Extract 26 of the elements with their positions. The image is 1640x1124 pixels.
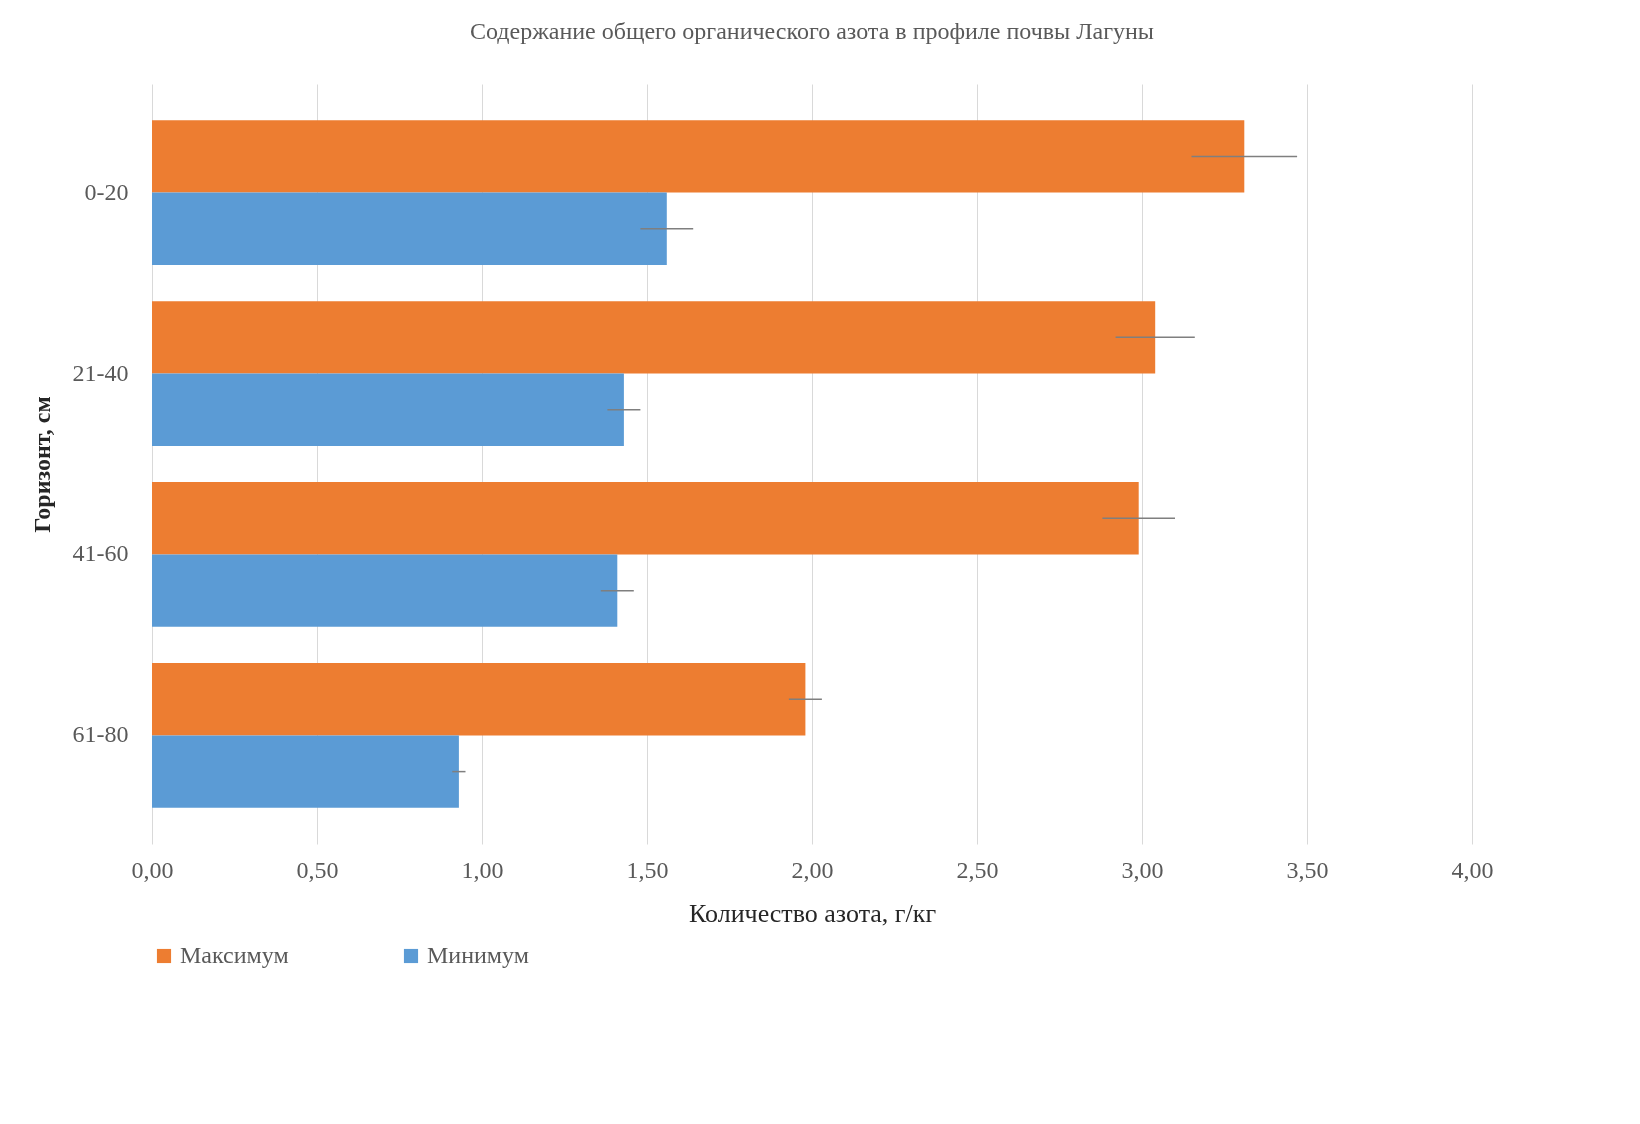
y-tick-label: 61-80 (72, 721, 129, 748)
bar (152, 120, 1245, 193)
bar (152, 735, 459, 808)
x-tick-label: 0,00 (131, 856, 174, 883)
y-tick-label: 0-20 (84, 178, 129, 205)
x-tick-label: 2,00 (791, 856, 834, 883)
x-tick-label: 0,50 (296, 856, 339, 883)
y-tick-label: 21-40 (72, 359, 129, 386)
legend-label: Минимум (427, 942, 529, 968)
x-tick-label: 1,50 (626, 856, 669, 883)
x-axis-title: Количество азота, г/кг (688, 898, 937, 928)
x-tick-label: 3,00 (1121, 856, 1164, 883)
x-tick-label: 4,00 (1451, 856, 1494, 883)
bar (152, 192, 667, 265)
y-tick-label: 41-60 (72, 540, 129, 567)
bar (152, 663, 806, 736)
legend-label: Максимум (180, 942, 289, 968)
x-tick-label: 2,50 (956, 856, 999, 883)
x-tick-label: 3,50 (1286, 856, 1329, 883)
x-tick-label: 1,00 (461, 856, 504, 883)
y-axis-title: Горизонт, см (28, 396, 55, 533)
chart-title: Содержание общего органического азота в профиле почвы Лагуны (470, 18, 1154, 44)
bar (152, 554, 618, 627)
bar (152, 482, 1139, 555)
bar (152, 301, 1156, 374)
bar (152, 373, 624, 446)
